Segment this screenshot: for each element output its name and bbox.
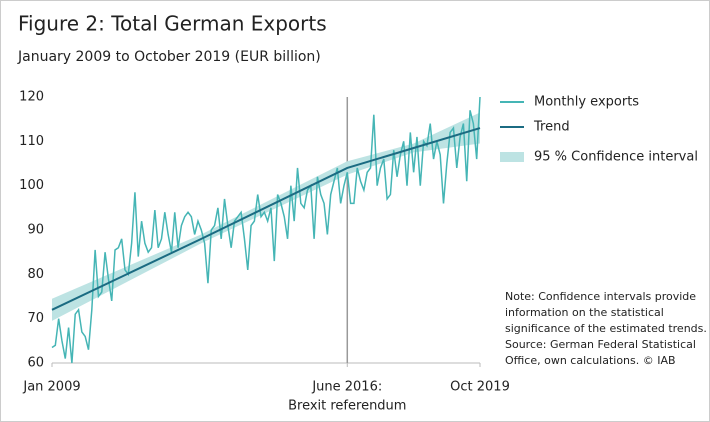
reference-label: Brexit referendum	[288, 399, 406, 414]
note: significance of the estimated trends.	[505, 322, 707, 335]
chart-title: Figure 2: Total German Exports	[18, 12, 327, 36]
x-tick-label: Oct 2019	[450, 380, 510, 395]
trend-line	[51, 127, 481, 311]
legend-swatch	[500, 152, 524, 162]
y-tick-label: 110	[19, 134, 44, 149]
confidence-band	[52, 112, 480, 321]
y-tick-label: 90	[27, 223, 44, 238]
note: Note: Confidence intervals provide	[505, 290, 696, 303]
y-tick-label: 120	[19, 90, 44, 105]
note: information on the statistical	[505, 306, 664, 319]
y-tick-label: 100	[19, 178, 44, 193]
note: Office, own calculations. © IAB	[505, 354, 676, 367]
exports-line	[51, 96, 481, 364]
y-tick-label: 70	[27, 311, 44, 326]
legend-label: Trend	[533, 120, 570, 135]
chart-subtitle: January 2009 to October 2019 (EUR billio…	[17, 49, 321, 65]
x-tick-label: June 2016:	[311, 380, 382, 395]
x-tick-label: Jan 2009	[22, 380, 80, 395]
y-tick-label: 80	[27, 267, 44, 282]
legend-label: Monthly exports	[534, 95, 639, 110]
y-tick-label: 60	[27, 356, 44, 371]
note: Source: German Federal Statistical	[505, 338, 696, 351]
legend-label: 95 % Confidence interval	[534, 150, 698, 165]
